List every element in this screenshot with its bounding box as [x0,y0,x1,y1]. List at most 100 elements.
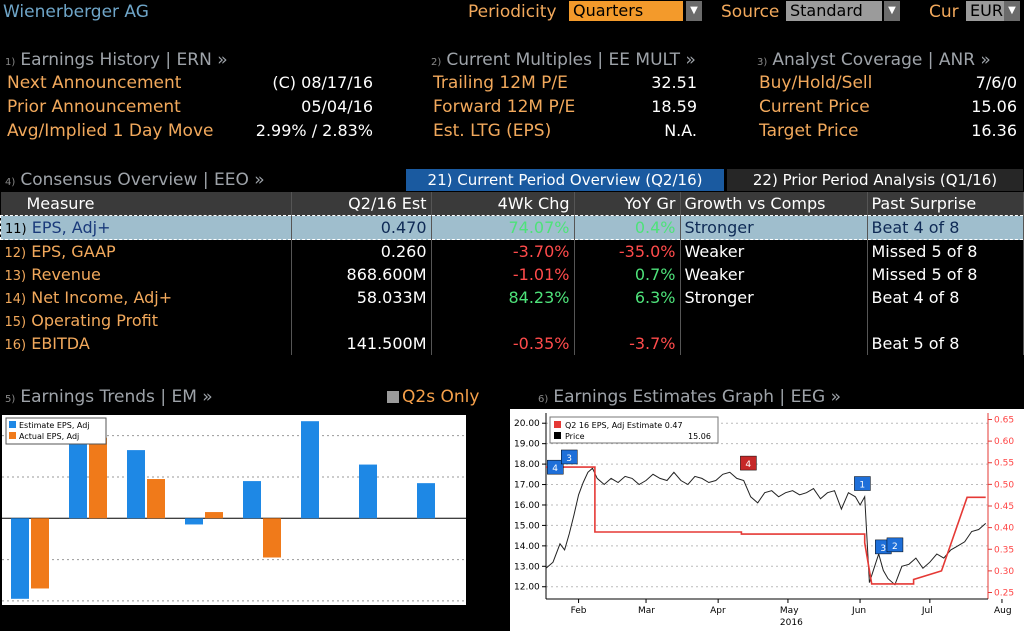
earnings-trends-header[interactable]: 5) Earnings Trends | EM » [5,387,213,407]
yoy-cell: 6.3% [574,286,681,309]
table-row[interactable]: 11) EPS, Adj+ 0.470 74.07% 0.4% Stronger… [0,215,1024,240]
row-number: 15) [4,315,27,330]
y-left-tick-label: 14.00 [514,542,540,552]
legend-price-value: 15.06 [688,432,711,441]
analyst-coverage-header[interactable]: 3) Analyst Coverage | ANR » [757,50,991,70]
table-row[interactable]: 16) EBITDA 141.500M -0.35% -3.7% Beat 5 … [0,332,1024,355]
earnings-history-header[interactable]: 1) Earnings History | ERN » [5,50,228,70]
x-tick-label: Apr [710,606,726,616]
x-tick-label: Q4 16 [425,618,452,628]
series-line-estimate [546,466,986,585]
consensus-table: Measure Q2/16 Est 4Wk Chg YoY Gr Growth … [0,192,1024,355]
estimate-cell: 141.500M [291,332,432,355]
earnings-graph-header[interactable]: 6) Earnings Estimates Graph | EEG » [538,387,841,407]
y-left-tick-label: 20.00 [514,419,540,429]
earnings-history-title: Earnings History | ERN » [20,50,228,70]
company-name: Wienerberger AG [3,2,149,22]
y-right-tick-label: 0.40 [994,524,1014,534]
y-right-tick-label: 0.25 [994,589,1014,599]
yoy-cell: -3.7% [574,332,681,355]
col-header[interactable]: YoY Gr [574,192,681,216]
currency-dropdown-icon[interactable]: ▼ [1004,1,1020,21]
info-label: Target Price [759,121,859,141]
panel-number: 4) [5,177,16,188]
bar-actual [205,512,223,519]
table-row[interactable]: 13) Revenue 868.600M -1.01% 0.7% Weaker … [0,263,1024,286]
x-tick-label: Q2 15 [77,618,104,628]
change-cell: 74.07% [431,215,575,240]
event-marker-label: 1 [859,481,865,491]
yoy-cell [574,309,681,332]
tab-prior-period[interactable]: 22) Prior Period Analysis (Q1/16) [727,169,1023,191]
source-label: Source [721,2,780,22]
table-row[interactable]: 12) EPS, GAAP 0.260 -3.70% -35.0% Weaker… [0,239,1024,263]
table-row[interactable]: 15) Operating Profit [0,309,1024,332]
panel-number: 6) [538,394,549,405]
earnings-trends-chart: 0.40 0.20 0.00 -0.20 -0.40 Q1 15 Q2 15 Q3 15 Q4 … [0,415,506,628]
event-marker [886,537,904,553]
current-multiples-header[interactable]: 2) Current Multiples | EE MULT » [431,50,696,70]
change-cell: -1.01% [431,263,575,286]
y-right-tick-label: 0.55 [994,459,1014,469]
col-header[interactable]: Measure [0,192,292,216]
info-value: 15.06 [971,97,1017,116]
event-marker-label: 4 [745,460,751,470]
row-number: 16) [4,338,27,353]
tab-current-period[interactable]: 21) Current Period Overview (Q2/16) [406,169,724,191]
x-tick-label: Q1 16 [251,618,278,628]
col-header[interactable]: Past Surprise [867,192,1024,216]
surprise-cell: Beat 5 of 8 [867,332,1024,355]
source-select[interactable]: Standard [786,1,882,21]
periodicity-select[interactable]: Quarters [569,1,683,21]
y-tick-label: 0.00 [472,514,492,524]
y-left-tick-label: 18.00 [514,460,540,470]
bar-actual [89,437,107,519]
table-row[interactable]: 14) Net Income, Adj+ 58.033M 84.23% 6.3%… [0,286,1024,309]
col-header[interactable]: Q2/16 Est [291,192,432,216]
change-cell: 84.23% [431,286,575,309]
info-row: Forward 12M P/E 18.59 [433,97,697,121]
panel-number: 3) [757,57,768,68]
consensus-header[interactable]: 4) Consensus Overview | EEO » [5,170,265,190]
info-value: 32.51 [651,73,697,92]
surprise-cell: Beat 4 of 8 [867,286,1024,309]
y-tick-label: -0.40 [472,597,496,607]
y-tick-label: 0.40 [472,432,492,442]
axis-base [0,614,506,615]
bar-estimate [11,518,29,599]
info-label: Buy/Hold/Sell [759,73,873,93]
periodicity-dropdown-icon[interactable]: ▼ [686,1,702,21]
info-label: Forward 12M P/E [433,97,576,117]
growth-cell: Stronger [680,215,868,240]
event-marker [740,455,757,471]
bar-estimate [359,464,377,519]
y-left-tick-label: 16.00 [514,501,540,511]
y-right-tick-label: 0.45 [994,502,1014,512]
y-left-tick-label: 17.00 [514,481,540,491]
legend-swatch [554,432,561,439]
checkbox-icon[interactable] [387,391,399,403]
estimate-cell: 0.260 [291,239,432,263]
measure-name: Net Income, Adj+ [31,288,173,307]
x-tick-label: Aug [994,606,1012,616]
info-value: 2.99% / 2.83% [255,121,373,140]
measure-name: EPS, Adj+ [31,218,111,237]
consensus-title: Consensus Overview | EEO » [20,170,265,190]
col-header[interactable]: 4Wk Chg [431,192,575,216]
info-value: N.A. [664,121,697,140]
legend-swatch [554,421,561,428]
bar-estimate [185,518,203,525]
surprise-cell [867,309,1024,332]
y-right-tick-label: 0.65 [994,415,1014,425]
info-row: Target Price 16.36 [759,121,1017,145]
col-header[interactable]: Growth vs Comps [680,192,868,216]
q2s-only-toggle[interactable]: Q2s Only [387,387,479,407]
x-sub-label: 2016 [780,618,803,628]
source-dropdown-icon[interactable]: ▼ [884,1,900,21]
y-tick-label: 0.20 [472,473,492,483]
currency-select[interactable]: EUR [966,1,1004,21]
event-marker-label: 3 [566,454,572,464]
change-cell: -3.70% [431,239,575,263]
y-right-tick-label: 0.30 [994,567,1014,577]
y-left-tick-label: 13.00 [514,562,540,572]
